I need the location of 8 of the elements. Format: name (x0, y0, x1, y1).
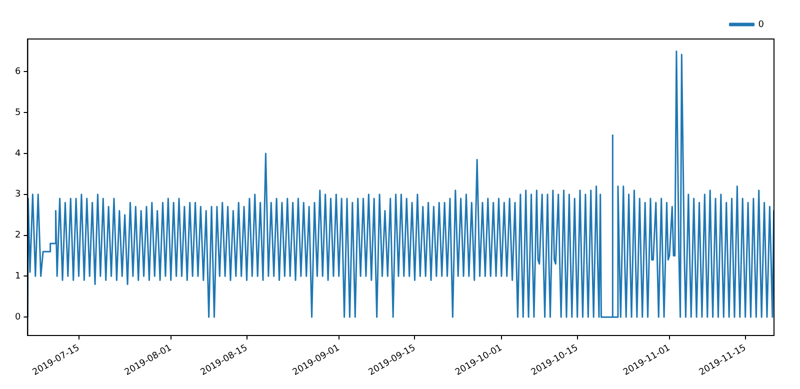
y-tick-label: 6 (14, 67, 21, 78)
y-tick-label: 3 (14, 190, 21, 200)
y-tick-label: 4 (14, 148, 21, 159)
y-tick-label: 2 (14, 230, 21, 241)
legend-label: 0 (758, 20, 764, 30)
y-tick-label: 0 (14, 312, 21, 322)
y-tick-label: 1 (14, 272, 21, 282)
y-tick-label: 5 (14, 108, 21, 118)
